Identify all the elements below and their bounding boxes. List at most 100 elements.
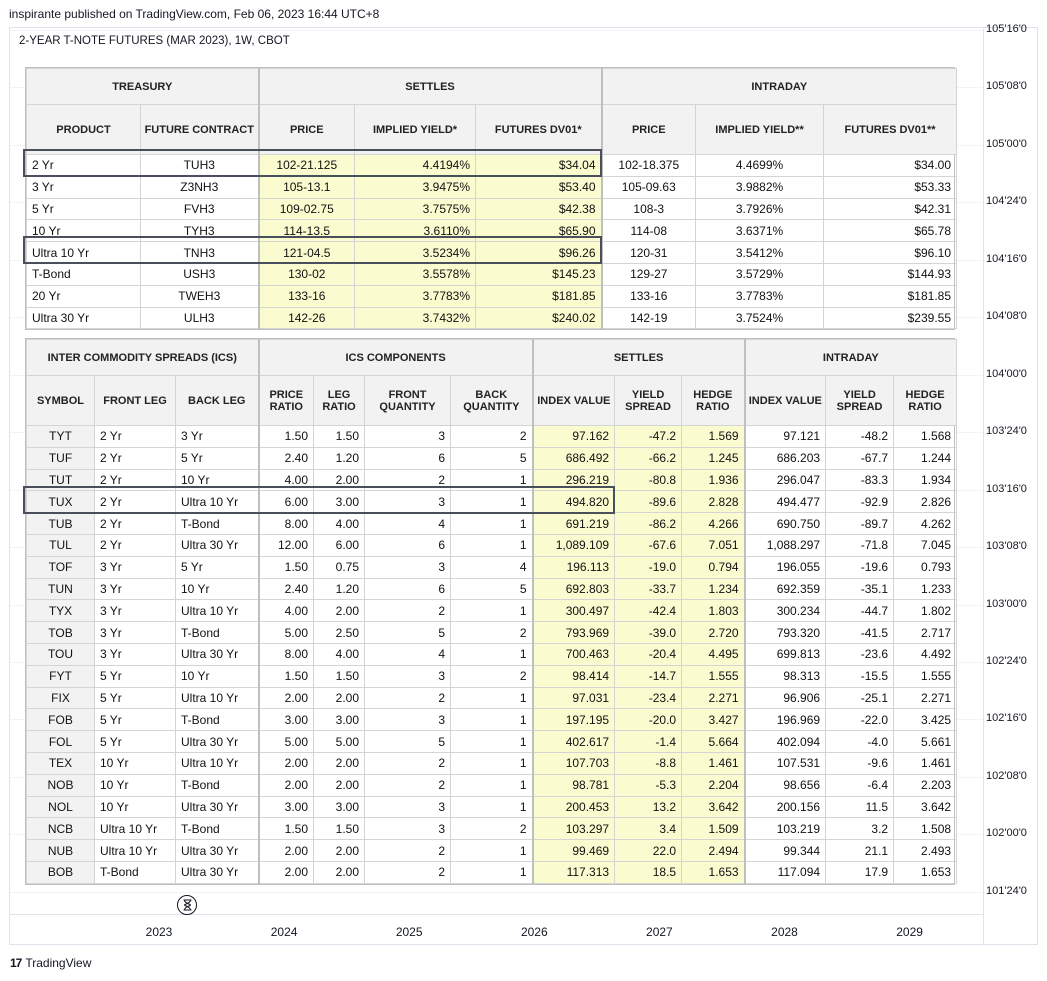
table-cell: -47.2 — [614, 425, 683, 448]
table-cell: $53.33 — [823, 175, 958, 199]
table-cell: 2 — [364, 686, 452, 710]
table-cell: 2.271 — [681, 686, 746, 710]
table-cell: 2.40 — [257, 446, 315, 470]
table-cell: 1,089.109 — [531, 533, 616, 557]
table-cell: 5 — [450, 577, 534, 601]
x-tick-label: 2028 — [771, 925, 798, 939]
table-cell: -41.5 — [825, 621, 895, 644]
y-tick-label: 102'16'0 — [986, 712, 1027, 725]
table-cell: 4.4194% — [354, 154, 477, 177]
y-tick-label: 104'16'0 — [986, 252, 1027, 265]
table-cell: Ultra 10 Yr — [94, 817, 176, 841]
table-cell: 2 Yr — [94, 512, 176, 535]
table-cell: 494.820 — [531, 490, 616, 514]
table-cell: 3.6110% — [354, 219, 477, 243]
table-cell: 2.00 — [313, 773, 366, 797]
hourglass-icon[interactable] — [177, 895, 197, 915]
table-cell: FVH3 — [139, 197, 260, 221]
table-cell: 1.20 — [313, 577, 366, 601]
table-cell: 133-16 — [600, 284, 697, 308]
table-cell: FOB — [26, 708, 95, 732]
table-cell: 1 — [450, 708, 534, 732]
table-cell: 129-27 — [600, 262, 697, 286]
table-cell: 121-04.5 — [257, 241, 356, 264]
table-cell: 3 Yr — [174, 425, 260, 448]
table-cell: 1.50 — [313, 817, 366, 841]
column-header: FRONT LEG — [94, 375, 176, 426]
table-cell: 5.00 — [313, 730, 366, 753]
x-tick-label: 2027 — [646, 925, 673, 939]
table-cell: 1,088.297 — [743, 533, 827, 557]
table-cell: USH3 — [139, 262, 260, 286]
time-axis-line — [10, 914, 983, 915]
column-header: HEDGE RATIO — [681, 375, 746, 426]
table-cell: 2.00 — [313, 599, 366, 623]
table-cell: 5 Yr — [174, 555, 260, 579]
table-cell: 1 — [450, 490, 534, 514]
table-cell: 686.492 — [531, 446, 616, 470]
table-cell: 1 — [450, 512, 534, 535]
table-cell: 1.936 — [681, 468, 746, 492]
table-cell: 5 — [450, 446, 534, 470]
table-cell: 0.793 — [893, 555, 958, 579]
x-tick-label: 2029 — [896, 925, 923, 939]
table-cell: -22.0 — [825, 708, 895, 732]
table-row: NOL 10 Yr Ultra 30 Yr 3.00 3.00 3 1 200.453 13.2… — [26, 795, 958, 819]
table-row: 3 Yr Z3NH3 105-13.1 3.9475% $53.40 105-09.63 3… — [26, 175, 958, 199]
table-row: FOL 5 Yr Ultra 30 Yr 5.00 5.00 5 1 402.617 -1.4 5… — [26, 730, 958, 753]
table-cell: 3.00 — [313, 795, 366, 819]
table-cell: 2.00 — [257, 751, 315, 775]
table-cell: 300.497 — [531, 599, 616, 623]
table-cell: 3 — [364, 490, 452, 514]
plot-area[interactable] — [9, 27, 984, 945]
table-cell: TUN — [26, 577, 95, 601]
table-cell: 3 Yr — [94, 555, 176, 579]
table-cell: 109-02.75 — [257, 197, 356, 221]
column-header: PRICE — [600, 104, 697, 155]
table-cell: 8.00 — [257, 512, 315, 535]
table-cell: 5 Yr — [94, 708, 176, 732]
table-cell: 699.813 — [743, 642, 827, 666]
y-tick-label: 104'24'0 — [986, 195, 1027, 208]
table-cell: -8.8 — [614, 751, 683, 775]
table-cell: Ultra 30 Yr — [174, 533, 260, 557]
table-cell: 3.00 — [257, 708, 315, 732]
table-cell: 20 Yr — [26, 284, 141, 308]
table-cell: T-Bond — [174, 773, 260, 797]
table-cell: 4.00 — [313, 642, 366, 666]
table-cell: 3.427 — [681, 708, 746, 732]
table-cell: 5 Yr — [26, 197, 141, 221]
table-cell: 5 Yr — [94, 686, 176, 710]
tradingview-logo[interactable]: 17 TradingView — [10, 956, 91, 970]
table-row: BOB T-Bond Ultra 30 Yr 2.00 2.00 2 1 117.313 18.… — [26, 860, 958, 884]
table-cell: 793.969 — [531, 621, 616, 644]
column-header: FUTURES DV01** — [823, 104, 958, 155]
column-header: INDEX VALUE — [531, 375, 616, 426]
table-cell: 2.00 — [313, 686, 366, 710]
table-cell: 133-16 — [257, 284, 356, 308]
table-cell: 10 Yr — [174, 664, 260, 688]
table-cell: 2.826 — [893, 490, 958, 514]
table-cell: 4.00 — [313, 512, 366, 535]
table-cell: 3.7432% — [354, 306, 477, 330]
table-cell: 3.7783% — [354, 284, 477, 308]
table-cell: -33.7 — [614, 577, 683, 601]
table-cell: 1.234 — [681, 577, 746, 601]
column-header: FUTURE CONTRACT — [139, 104, 260, 155]
table-cell: 2.00 — [313, 751, 366, 775]
table-cell: 3 Yr — [94, 621, 176, 644]
table-cell: 130-02 — [257, 262, 356, 286]
table-cell: 2 — [364, 839, 452, 862]
table-cell: 117.094 — [743, 860, 827, 884]
table-cell: -86.2 — [614, 512, 683, 535]
table-cell: 2 — [364, 773, 452, 797]
table-cell: $145.23 — [475, 262, 603, 286]
table-cell: TOB — [26, 621, 95, 644]
table-cell: 98.656 — [743, 773, 827, 797]
table-cell: 4.262 — [893, 512, 958, 535]
table-cell: 2 — [364, 599, 452, 623]
table-cell: 7.045 — [893, 533, 958, 557]
column-header: FRONT QUANTITY — [364, 375, 452, 426]
table-cell: Ultra 10 Yr — [174, 599, 260, 623]
table-cell: 99.344 — [743, 839, 827, 862]
